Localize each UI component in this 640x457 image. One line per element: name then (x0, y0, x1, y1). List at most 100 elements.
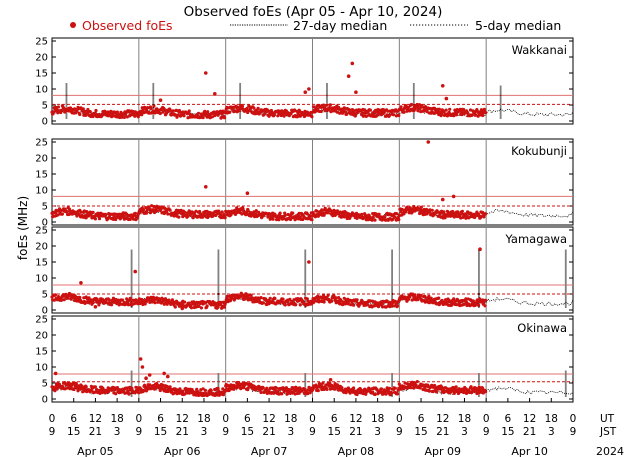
observed-outlier (203, 71, 208, 75)
y-tick-label: 15 (35, 69, 48, 80)
panel-kokubunji: 0 5 10 15 20 25 Kokubunji (35, 138, 574, 229)
observed-point (484, 111, 488, 115)
observed-point (281, 297, 285, 301)
ut-tick-label: 18 (545, 413, 558, 425)
observed-point (482, 215, 486, 219)
observed-point (259, 296, 263, 300)
observed-point (413, 293, 417, 297)
observed-point (400, 207, 404, 212)
observed-point (294, 303, 298, 307)
observed-point (178, 387, 182, 391)
observed-point (97, 303, 101, 307)
observed-point (319, 109, 323, 114)
station-panels: 0 5 10 15 20 25 Wakkanai 0 5 10 15 20 25 Kokubunji 0 5 1… (35, 37, 574, 406)
observed-point (127, 392, 131, 396)
observed-point (437, 107, 441, 111)
ut-tick-label: 18 (110, 413, 123, 425)
observed-point (305, 212, 309, 216)
y-tick-label: 5 (42, 290, 48, 301)
observed-point (393, 215, 397, 219)
observed-point (86, 107, 90, 112)
observed-point (252, 106, 256, 110)
ut-tick-label: 0 (135, 413, 142, 425)
observed-point (78, 295, 82, 300)
observed-point (395, 212, 399, 216)
observed-point (377, 212, 381, 216)
observed-point (452, 113, 456, 117)
jst-tick-label: 9 (222, 426, 229, 438)
observed-point (298, 386, 302, 390)
year-label: 2024 (596, 445, 624, 457)
observed-point (114, 392, 118, 396)
y-tick-label: 0 (42, 117, 48, 128)
observed-point (479, 108, 484, 112)
observed-point (245, 106, 249, 110)
jst-tick-label: 9 (396, 426, 403, 438)
observed-point (121, 298, 125, 302)
observed-point (141, 108, 145, 112)
date-label: Apr 06 (164, 445, 201, 457)
observed-point (355, 392, 359, 397)
observed-point (391, 113, 396, 117)
observed-point (387, 386, 392, 390)
observed-point (216, 386, 220, 391)
legend: Observed foEs 27-day median 5-day median (70, 18, 561, 33)
observed-point (399, 105, 403, 109)
observed-point (153, 301, 157, 305)
y-tick-label: 25 (35, 37, 48, 48)
observed-point (416, 298, 420, 302)
observed-point (218, 109, 223, 113)
observed-point (367, 386, 371, 390)
observed-point (173, 305, 177, 309)
jst-tick-label: 21 (436, 426, 449, 438)
observed-outlier (303, 90, 308, 94)
observed-point (53, 293, 58, 297)
observed-point (117, 303, 121, 307)
observed-point (345, 112, 349, 116)
observed-point (404, 210, 408, 214)
jst-tick-label: 21 (523, 426, 536, 438)
observed-point (321, 103, 326, 107)
observed-point (196, 111, 201, 115)
ut-tick-label: 6 (157, 413, 164, 425)
observed-point (320, 385, 324, 389)
ut-tick-label: 12 (436, 413, 449, 425)
observed-point (477, 385, 481, 389)
legend-observed-label: Observed foEs (82, 18, 173, 33)
observed-point (288, 297, 292, 301)
jst-tick-label: 9 (309, 426, 316, 438)
observed-point (320, 296, 324, 300)
panel-yamagawa: 0 5 10 15 20 25 Yamagawa (35, 226, 574, 317)
observed-point (484, 212, 488, 216)
observed-point (265, 386, 269, 390)
jst-tick-label: 21 (176, 426, 189, 438)
observed-point (181, 389, 185, 393)
y-tick-label: 0 (42, 306, 48, 317)
observed-point (194, 209, 198, 213)
ut-tick-label: 12 (89, 413, 102, 425)
observed-point (373, 392, 377, 397)
observed-point (409, 386, 413, 390)
jst-tick-label: 9 (570, 426, 577, 438)
chart-title: Observed foEs (Apr 05 - Apr 10, 2024) (184, 4, 443, 20)
observed-point (144, 211, 148, 215)
observed-point (94, 108, 98, 113)
observed-point (396, 392, 400, 396)
y-tick-label: 20 (35, 242, 48, 253)
y-tick-label: 15 (35, 258, 48, 269)
observed-point (222, 305, 227, 309)
observed-point (454, 385, 458, 389)
observed-point (283, 303, 287, 307)
ut-tick-label: 6 (418, 413, 425, 425)
observed-point (379, 387, 383, 391)
observed-point (397, 218, 401, 222)
ut-tick-label: 12 (176, 413, 189, 425)
observed-point (427, 301, 431, 305)
observed-point (409, 102, 414, 107)
station-name: Wakkanai (512, 43, 567, 57)
observed-point (370, 218, 374, 222)
y-tick-label: 20 (35, 331, 48, 342)
y-tick-label: 15 (35, 347, 48, 358)
station-name: Kokubunji (511, 144, 567, 158)
observed-point (189, 306, 194, 310)
